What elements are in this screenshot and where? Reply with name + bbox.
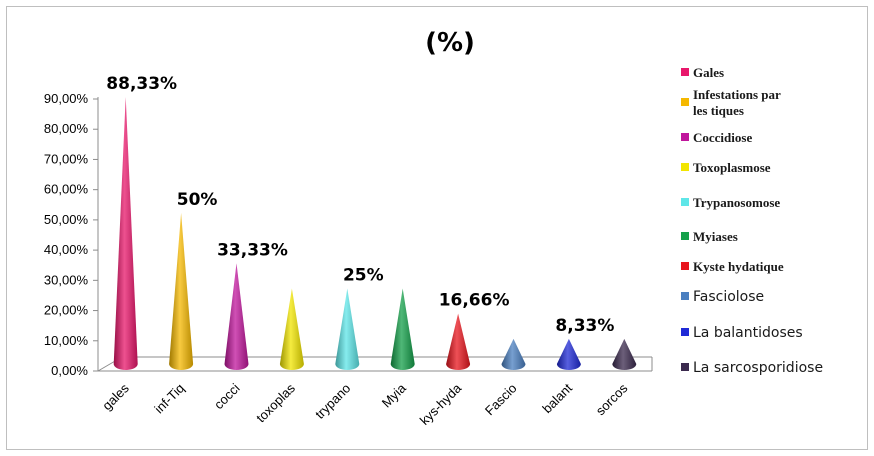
- y-tick-label: 70,00%: [44, 151, 89, 166]
- bar-Myia: [390, 288, 415, 370]
- y-tick-label: 20,00%: [44, 303, 89, 318]
- legend-label: Coccidiose: [693, 130, 752, 145]
- legend-swatch: [681, 163, 689, 171]
- legend-swatch: [681, 198, 689, 206]
- y-tick-label: 10,00%: [44, 333, 89, 348]
- y-tick-label: 60,00%: [44, 182, 89, 197]
- legend-swatch: [681, 68, 689, 76]
- data-label: 16,66%: [439, 291, 510, 311]
- legend-label: La sarcosporidiose: [693, 360, 823, 376]
- bar-Fascio: [501, 338, 526, 370]
- data-label: 88,33%: [106, 74, 177, 94]
- y-tick-label: 90,00%: [44, 91, 89, 106]
- legend-label: Myiases: [693, 229, 738, 244]
- legend-swatch: [681, 98, 689, 106]
- x-tick-label: sorcos: [593, 380, 631, 418]
- x-tick-label: cocci: [211, 380, 243, 412]
- data-label: 50%: [177, 190, 218, 210]
- legend-swatch: [681, 262, 689, 270]
- bar-sorcos: [612, 338, 637, 370]
- legend-label: La balantidoses: [693, 325, 803, 341]
- data-label: 8,33%: [555, 316, 614, 336]
- bar-gales: [113, 97, 138, 370]
- legend-swatch: [681, 292, 689, 300]
- x-tick-label: inf-Tiq: [151, 381, 187, 417]
- legend-label: Trypanosomose: [693, 195, 780, 210]
- bar-cocci: [224, 263, 249, 370]
- x-tick-label: toxoplas: [253, 380, 298, 425]
- legend-swatch: [681, 363, 689, 371]
- legend-label: Kyste hydatique: [693, 259, 784, 274]
- y-tick-label: 40,00%: [44, 242, 89, 257]
- bar-toxoplas: [279, 288, 304, 370]
- bar-kys-hyda: [446, 313, 471, 370]
- y-tick-label: 80,00%: [44, 121, 89, 136]
- data-labels: 88,33% 50% 33,33% 25% 16,66% 8,33%: [106, 74, 614, 336]
- x-tick-label: Myia: [379, 380, 410, 411]
- bars: [113, 97, 637, 370]
- legend-label: Infestations par les tiques: [693, 87, 781, 118]
- data-label: 25%: [343, 265, 384, 285]
- x-tick-label: gales: [99, 380, 132, 413]
- legend-label: Toxoplasmose: [693, 160, 771, 175]
- data-label: 33,33%: [217, 240, 288, 260]
- x-tick-label: balant: [539, 380, 575, 416]
- y-tick-label: 0,00%: [51, 363, 88, 378]
- chart-title: (%): [425, 28, 475, 58]
- bar-inf-Tiq: [169, 212, 194, 370]
- x-tick-label: trypano: [312, 381, 353, 422]
- bar-balant: [556, 338, 581, 370]
- x-tick-label: Fascio: [482, 381, 520, 419]
- legend-swatch: [681, 232, 689, 240]
- legend-swatch: [681, 328, 689, 336]
- legend-label: Gales: [693, 65, 724, 80]
- y-tick-label: 50,00%: [44, 212, 89, 227]
- legend: Gales Infestations par les tiques Coccidios…: [681, 65, 823, 376]
- legend-label: Fasciolose: [693, 289, 764, 305]
- y-axis: 0,00% 10,00% 20,00% 30,00% 40,00% 50,00% 60,00…: [44, 91, 99, 378]
- bar-trypano: [335, 288, 360, 370]
- y-tick-label: 30,00%: [44, 272, 89, 287]
- legend-swatch: [681, 133, 689, 141]
- x-tick-label: kys-hyda: [417, 380, 465, 428]
- chart-frame: [6, 6, 868, 450]
